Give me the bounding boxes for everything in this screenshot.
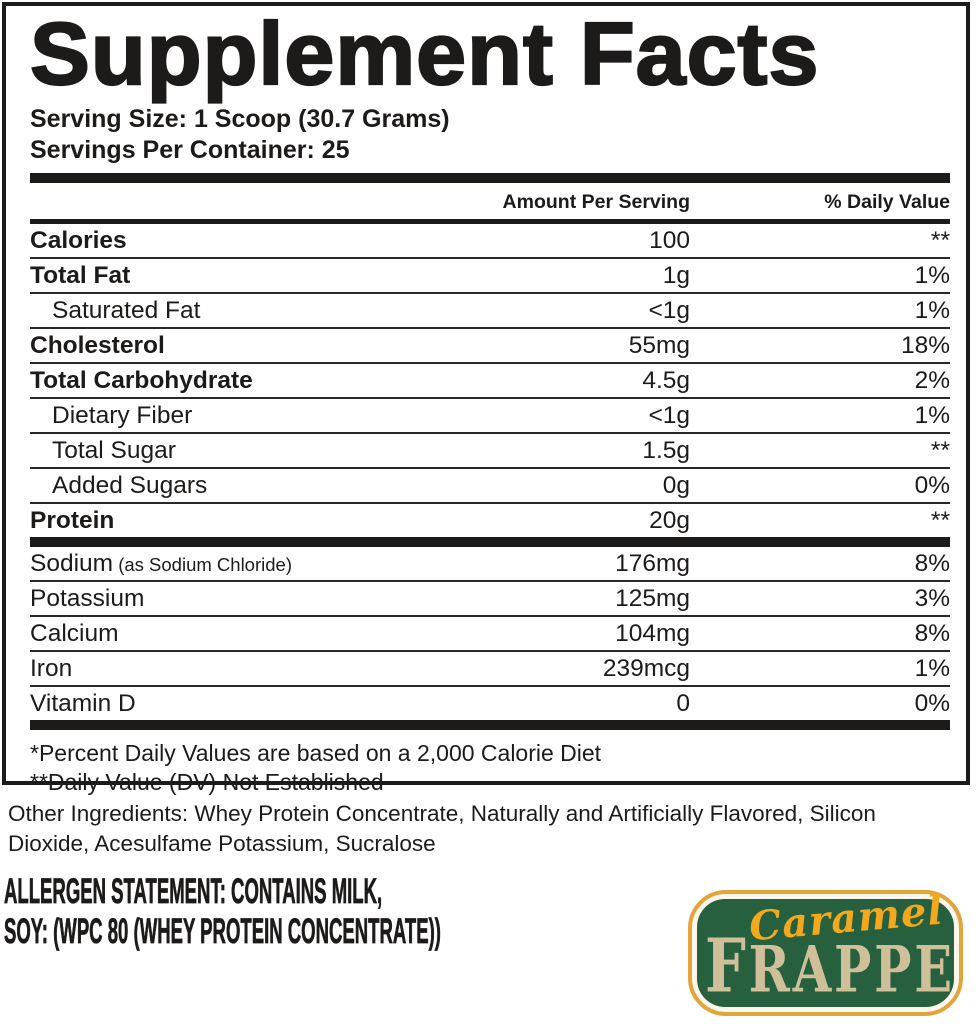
nutrient-daily-value: 1% [914, 261, 950, 289]
nutrient-amount: 239mcg [602, 654, 690, 682]
nutrient-amount: 1.5g [642, 436, 690, 464]
divider-under-header [30, 219, 950, 224]
divider-thick-bottom [30, 720, 950, 730]
column-header-amount: Amount Per Serving [502, 191, 690, 213]
allergen-line-1: ALLERGEN STATEMENT: CONTAINS MILK, [4, 872, 383, 912]
nutrient-amount: 125mg [615, 584, 690, 612]
nutrient-row: Added Sugars 0g 0% [30, 469, 950, 504]
nutrient-amount: 176mg [615, 549, 690, 577]
nutrient-label: Total Sugar [52, 436, 176, 464]
nutrient-row: Dietary Fiber <1g 1% [30, 399, 950, 434]
nutrient-daily-value: 8% [914, 619, 950, 647]
footnote-dv-not-established: **Daily Value (DV) Not Established [30, 768, 384, 795]
nutrient-label: Total Fat [30, 261, 131, 289]
nutrient-daily-value: 3% [914, 584, 950, 612]
column-header-daily-value: % Daily Value [824, 191, 950, 213]
divider-thick-top [30, 173, 950, 183]
nutrient-daily-value: ** [930, 436, 950, 464]
footnotes: *Percent Daily Values are based on a 2,0… [30, 739, 950, 796]
nutrient-label: Potassium [30, 584, 145, 612]
nutrient-daily-value: 2% [914, 366, 950, 394]
allergen-statement: ALLERGEN STATEMENT: CONTAINS MILK, SOY: … [4, 872, 441, 952]
nutrient-amount: <1g [648, 296, 690, 324]
nutrient-label: Cholesterol [30, 331, 165, 359]
nutrient-row: Total Fat 1g 1% [30, 259, 950, 294]
nutrient-label: Protein [30, 506, 115, 534]
nutrient-amount: 100 [649, 226, 690, 254]
nutrient-row: Calories 100 ** [30, 224, 950, 259]
nutrient-daily-value: 1% [914, 296, 950, 324]
nutrient-label: Vitamin D [30, 689, 136, 717]
nutrient-label: Total Carbohydrate [30, 366, 253, 394]
badge-background: Caramel FRAPPE [697, 887, 955, 1009]
serving-info: Serving Size: 1 Scoop (30.7 Grams) Servi… [30, 104, 950, 165]
nutrient-amount: <1g [648, 401, 690, 429]
nutrient-daily-value: 1% [914, 401, 950, 429]
other-ingredients-text: Other Ingredients: Whey Protein Concentr… [8, 801, 876, 856]
nutrient-label: Saturated Fat [52, 296, 201, 324]
nutrient-label: Calcium [30, 619, 119, 647]
nutrient-rows-minerals: Sodium (as Sodium Chloride) 176mg 8% Potass… [30, 547, 950, 720]
nutrient-label: Dietary Fiber [52, 401, 193, 429]
nutrient-row: Potassium 125mg 3% [30, 582, 950, 617]
supplement-facts-panel: Supplement Facts Serving Size: 1 Scoop (… [2, 2, 970, 795]
nutrient-amount: 0 [676, 689, 690, 717]
divider-thick-middle [30, 537, 950, 547]
nutrient-amount: 55mg [628, 331, 690, 359]
serving-size: Serving Size: 1 Scoop (30.7 Grams) [30, 105, 450, 133]
nutrient-amount: 4.5g [642, 366, 690, 394]
nutrient-daily-value: 1% [914, 654, 950, 682]
nutrient-amount: 20g [649, 506, 690, 534]
nutrient-daily-value: 0% [914, 689, 950, 717]
footnote-daily-values: *Percent Daily Values are based on a 2,0… [30, 740, 602, 766]
nutrient-row: Iron 239mcg 1% [30, 652, 950, 687]
panel-title: Supplement Facts [29, 4, 820, 103]
nutrient-daily-value: ** [930, 506, 950, 534]
nutrient-amount: 1g [662, 261, 690, 289]
nutrient-row: Cholesterol 55mg 18% [30, 329, 950, 364]
nutrient-daily-value: ** [930, 226, 950, 254]
nutrient-sub-note: (as Sodium Chloride) [113, 553, 292, 575]
allergen-line-2: SOY: (WPC 80 (WHEY PROTEIN CONCENTRATE)) [4, 912, 441, 952]
caramel-frappe-badge: Caramel FRAPPE [688, 887, 963, 1016]
nutrient-row: Calcium 104mg 8% [30, 617, 950, 652]
nutrient-amount: 0g [662, 471, 690, 499]
nutrient-row: Sodium (as Sodium Chloride) 176mg 8% [30, 547, 950, 582]
nutrient-row: Vitamin D 0 0% [30, 687, 950, 720]
nutrient-label: Sodium (as Sodium Chloride) [30, 549, 292, 577]
nutrient-daily-value: 0% [914, 471, 950, 499]
nutrient-label: Iron [30, 654, 73, 682]
nutrient-label: Added Sugars [52, 471, 208, 499]
nutrient-label: Calories [30, 226, 127, 254]
nutrient-daily-value: 18% [900, 331, 950, 359]
flavor-name-frappe: FRAPPE [705, 921, 955, 1009]
table-header: Amount Per Serving % Daily Value [30, 183, 950, 219]
nutrient-row: Protein 20g ** [30, 504, 950, 537]
servings-per-container: Servings Per Container: 25 [30, 135, 350, 164]
nutrient-rows-main: Calories 100 ** Total Fat 1g 1% Saturated Fat <… [30, 224, 950, 537]
nutrient-row: Total Sugar 1.5g ** [30, 434, 950, 469]
nutrient-daily-value: 8% [914, 549, 950, 577]
nutrient-row: Saturated Fat <1g 1% [30, 294, 950, 329]
nutrient-row: Total Carbohydrate 4.5g 2% [30, 364, 950, 399]
nutrient-amount: 104mg [615, 619, 690, 647]
